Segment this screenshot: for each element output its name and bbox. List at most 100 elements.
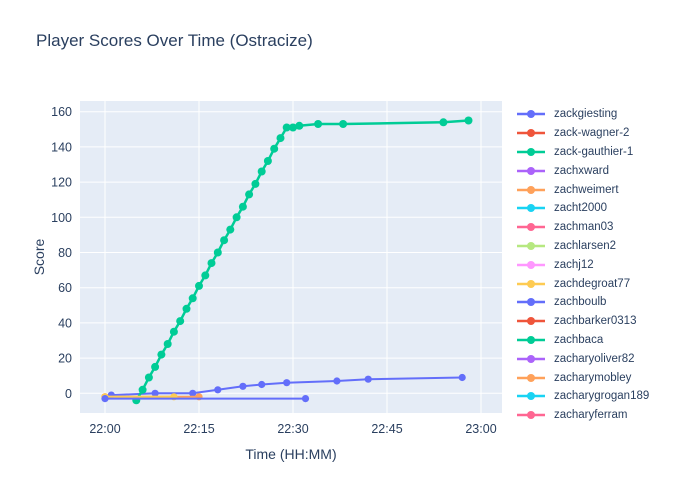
data-point [339,120,348,128]
legend-item-zacharygrogan189[interactable]: zacharygrogan189 [516,387,700,406]
x-tick-label: 22:30 [277,422,308,436]
legend-label: zack-gauthier-1 [554,145,634,158]
data-point [151,362,160,371]
data-point [276,134,285,143]
legend-label: zacharygrogan189 [554,390,650,403]
data-point [295,121,304,130]
data-point [238,202,247,211]
data-point [251,179,260,188]
legend-marker-icon [517,335,545,344]
legend-label: zachlarsen2 [554,239,617,252]
data-point [101,395,109,403]
legend-item-zachlarsen2[interactable]: zachlarsen2 [516,237,700,256]
legend-item-zack-wagner-2[interactable]: zack-wagner-2 [516,124,700,143]
data-point [314,120,323,128]
data-point [157,350,166,359]
data-point [189,389,197,397]
data-point [301,395,310,403]
y-tick-label: 60 [58,281,72,295]
data-point [283,379,291,387]
legend-marker-icon [517,185,545,194]
legend-item-zachxward[interactable]: zachxward [516,161,700,180]
legend-marker-icon [517,241,545,250]
data-point [195,281,203,290]
axis-tick-labels: 0 20 40 60 80 100 120 140 160 22:00 22:15 22:30 22:4… [51,105,497,436]
legend-marker-icon [517,260,545,269]
legend-label: zachxward [554,164,609,177]
y-tick-label: 40 [58,316,72,330]
gridlines [80,101,502,413]
data-point [289,123,297,132]
legend-item-zachman03[interactable]: zachman03 [516,218,700,237]
data-point [138,385,147,394]
legend-item-zack-gauthier-1[interactable]: zack-gauthier-1 [516,143,700,162]
data-point [226,225,235,234]
data-point [270,144,279,153]
data-point [207,259,216,268]
data-point [176,317,185,326]
y-tick-label: 80 [58,246,72,260]
series-zackgiesting [107,373,466,399]
legend-marker-icon [517,166,545,175]
y-tick-label: 120 [51,176,72,190]
legend-item-zachj12[interactable]: zachj12 [516,255,700,274]
legend-item-zachbaca[interactable]: zachbaca [516,331,700,350]
legend-label: zachman03 [554,221,614,234]
legend-marker-icon [517,129,545,138]
legend-label: zachj12 [554,258,594,271]
legend-marker-icon [517,298,545,307]
legend-label: zacharymobley [554,371,632,384]
legend-marker-icon [517,204,545,213]
data-point [258,380,266,389]
x-axis-title: Time (HH:MM) [245,446,336,462]
legend-label: zacht2000 [554,202,608,215]
legend-item-zackgiesting[interactable]: zackgiesting [516,105,700,124]
data-point [464,116,473,125]
legend: zackgiesting zack-wagner-2 zack-gauthier-1… [516,105,700,424]
legend-label: zackgiesting [554,108,618,121]
legend-label: zachbarker0313 [554,315,637,328]
legend-item-zachweimert[interactable]: zachweimert [516,180,700,199]
data-point [333,377,341,385]
data-point [169,327,178,336]
legend-marker-icon [517,354,545,363]
data-point [245,190,254,199]
y-tick-label: 20 [58,352,72,366]
data-point [182,304,191,313]
legend-marker-icon [517,373,545,382]
legend-marker-icon [517,147,545,156]
x-tick-label: 22:15 [183,422,214,436]
y-tick-label: 100 [51,211,72,225]
legend-item-zachboulb[interactable]: zachboulb [516,293,700,312]
x-tick-label: 23:00 [465,422,496,436]
legend-label: zachweimert [554,183,619,196]
data-point [188,294,197,303]
legend-label: zack-wagner-2 [554,127,630,140]
data-point [439,118,448,127]
legend-item-zacharyoliver82[interactable]: zacharyoliver82 [516,349,700,368]
series-zachboulb [101,395,310,403]
legend-marker-icon [517,411,545,420]
legend-item-zacht2000[interactable]: zacht2000 [516,199,700,218]
y-tick-label: 140 [51,140,72,154]
data-point [257,167,266,176]
legend-item-zachbarker0313[interactable]: zachbarker0313 [516,312,700,331]
data-point [163,340,172,348]
chart-title: Player Scores Over Time (Ostracize) [36,31,313,50]
legend-item-zacharyferram[interactable]: zacharyferram [516,406,700,424]
legend-label: zachbaca [554,333,604,346]
data-point [282,123,291,132]
data-point [213,248,222,257]
legend-marker-icon [517,392,545,401]
legend-item-zachdegroat77[interactable]: zachdegroat77 [516,274,700,293]
legend-item-zacharymobley[interactable]: zacharymobley [516,368,700,387]
data-point [458,373,466,382]
data-point [151,389,159,397]
y-axis-title: Score [31,239,47,276]
data-point [214,386,222,394]
legend-marker-icon [517,110,545,119]
data-point [263,157,272,165]
legend-marker-icon [517,279,545,288]
